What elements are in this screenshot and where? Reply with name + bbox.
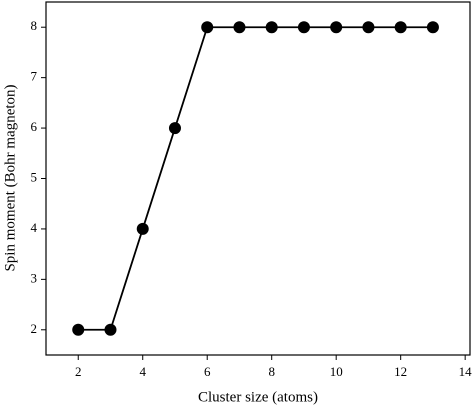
x-tick-label: 4	[139, 364, 146, 379]
data-point	[72, 323, 85, 336]
series-line	[78, 26, 433, 331]
x-tick-label: 10	[330, 364, 343, 379]
data-point	[233, 21, 246, 34]
data-point	[168, 122, 181, 135]
y-axis-title: Spin moment (Bohr magneton)	[2, 84, 18, 271]
y-tick-label: 5	[31, 169, 38, 184]
data-point	[394, 21, 407, 34]
x-tick-label: 14	[459, 364, 473, 379]
y-tick-label: 6	[31, 119, 38, 134]
y-tick-label: 3	[31, 270, 38, 285]
y-tick-label: 7	[31, 69, 38, 84]
y-tick-label: 4	[31, 220, 38, 235]
data-point	[297, 21, 310, 34]
y-tick-label: 2	[31, 321, 38, 336]
data-point	[426, 21, 439, 34]
data-point	[201, 21, 214, 34]
x-tick-label: 6	[204, 364, 211, 379]
x-tick-label: 2	[75, 364, 82, 379]
y-tick-label: 8	[31, 18, 38, 33]
data-point	[362, 21, 375, 34]
plot-frame	[45, 1, 471, 356]
x-tick-label: 12	[394, 364, 407, 379]
data-point	[330, 21, 343, 34]
data-point	[265, 21, 278, 34]
x-tick-label: 8	[268, 364, 275, 379]
x-axis-title: Cluster size (atoms)	[198, 389, 318, 405]
data-point	[104, 323, 117, 336]
data-point	[136, 222, 149, 235]
